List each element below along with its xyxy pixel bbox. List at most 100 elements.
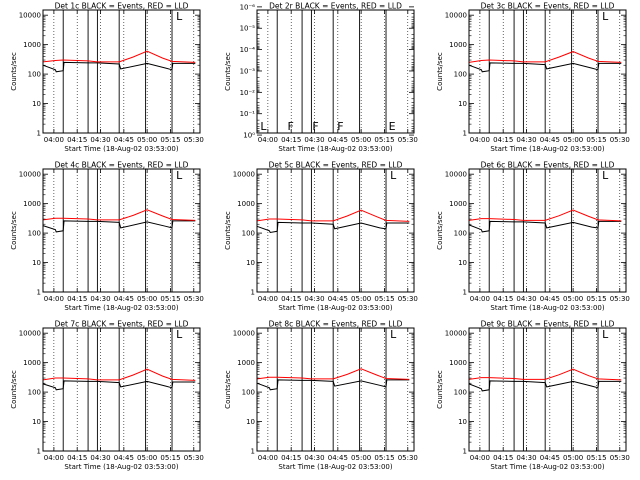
y-tick-label: 10000 bbox=[233, 330, 255, 338]
x-tick-label: 04:15 bbox=[281, 454, 301, 462]
y-tick-label: 10⁰ bbox=[243, 132, 255, 140]
x-tick-label: 05:00 bbox=[351, 454, 371, 462]
y-axis-label: Counts/sec bbox=[10, 211, 18, 250]
x-tick-label: 05:15 bbox=[160, 295, 180, 303]
x-tick-label: 05:00 bbox=[563, 454, 583, 462]
x-tick-label: 04:45 bbox=[540, 295, 560, 303]
x-tick-label: 05:30 bbox=[610, 295, 630, 303]
x-tick-label: 04:00 bbox=[470, 454, 490, 462]
events-series-line bbox=[42, 61, 196, 73]
y-tick-label: 10⁻¹ bbox=[240, 110, 256, 118]
annotation-letter: E bbox=[389, 120, 396, 133]
y-tick-label: 10000 bbox=[19, 171, 41, 179]
x-tick-label: 04:30 bbox=[516, 295, 536, 303]
y-tick-label: 1000 bbox=[449, 41, 467, 49]
plot-frame bbox=[468, 168, 627, 293]
y-tick-label: 10⁻² bbox=[240, 89, 256, 97]
plot-frame bbox=[256, 168, 415, 293]
x-axis-label: Start Time (18-Aug-02 03:53:00) bbox=[64, 304, 178, 312]
lld-series-line bbox=[42, 209, 196, 221]
x-axis-label: Start Time (18-Aug-02 03:53:00) bbox=[490, 304, 604, 312]
y-tick-label: 100 bbox=[242, 389, 255, 397]
annotation-letter: L bbox=[602, 169, 609, 182]
x-tick-label: 05:00 bbox=[351, 136, 371, 144]
y-tick-label: 1 bbox=[37, 130, 41, 138]
y-tick-label: 100 bbox=[28, 389, 41, 397]
x-tick-label: 04:15 bbox=[281, 136, 301, 144]
panel-title: Det 1c BLACK = Events, RED = LLD bbox=[55, 2, 189, 11]
y-tick-label: 10000 bbox=[233, 171, 255, 179]
x-tick-label: 05:30 bbox=[184, 136, 204, 144]
y-tick-label: 100 bbox=[454, 230, 467, 238]
panel-title: Det 6c BLACK = Events, RED = LLD bbox=[481, 161, 615, 170]
lld-series-line bbox=[256, 368, 410, 380]
events-series-line bbox=[468, 220, 622, 233]
y-axis-label: Counts/sec bbox=[224, 52, 232, 91]
x-tick-label: 04:30 bbox=[516, 454, 536, 462]
y-axis-label: Counts/sec bbox=[224, 211, 232, 250]
x-tick-label: 04:30 bbox=[90, 136, 110, 144]
lld-series-line bbox=[42, 368, 196, 381]
lld-series-line bbox=[42, 50, 196, 63]
y-tick-label: 10000 bbox=[19, 12, 41, 20]
y-tick-label: 1 bbox=[37, 289, 41, 297]
lld-series-line bbox=[468, 209, 622, 222]
x-tick-label: 05:30 bbox=[398, 136, 418, 144]
x-tick-label: 05:00 bbox=[351, 295, 371, 303]
plot-frame bbox=[468, 327, 627, 452]
x-tick-label: 04:00 bbox=[470, 136, 490, 144]
panel-title: Det 8c BLACK = Events, RED = LLD bbox=[269, 320, 403, 329]
y-tick-label: 100 bbox=[454, 71, 467, 79]
x-tick-label: 04:15 bbox=[493, 454, 513, 462]
annotation-letter: L bbox=[602, 10, 609, 23]
y-tick-label: 10⁻³ bbox=[240, 67, 256, 75]
x-tick-label: 04:15 bbox=[493, 136, 513, 144]
y-tick-label: 10000 bbox=[445, 330, 467, 338]
plot-frame bbox=[256, 9, 415, 134]
x-axis-label: Start Time (18-Aug-02 03:53:00) bbox=[278, 145, 392, 153]
y-tick-label: 10 bbox=[458, 100, 467, 108]
events-series-line bbox=[42, 220, 196, 233]
x-tick-label: 05:30 bbox=[610, 136, 630, 144]
plot-frame bbox=[468, 9, 627, 134]
y-tick-label: 10 bbox=[458, 259, 467, 267]
y-tick-label: 100 bbox=[28, 230, 41, 238]
y-tick-label: 1000 bbox=[237, 359, 255, 367]
annotation-letter: L bbox=[602, 328, 609, 341]
x-tick-label: 04:00 bbox=[44, 136, 64, 144]
x-tick-label: 04:00 bbox=[258, 295, 278, 303]
annotation-letter: L bbox=[176, 10, 183, 23]
y-axis-label: Counts/sec bbox=[10, 52, 18, 91]
y-tick-label: 10 bbox=[246, 259, 255, 267]
y-axis-label: Counts/sec bbox=[436, 211, 444, 250]
annotation-letter: F bbox=[288, 120, 294, 133]
y-tick-label: 1000 bbox=[23, 41, 41, 49]
y-tick-label: 1 bbox=[251, 448, 255, 456]
x-tick-label: 04:45 bbox=[540, 454, 560, 462]
lld-series-line bbox=[468, 51, 622, 63]
y-tick-label: 10000 bbox=[445, 12, 467, 20]
x-tick-label: 04:00 bbox=[44, 454, 64, 462]
events-series-line bbox=[256, 221, 410, 234]
plot-frame bbox=[256, 327, 415, 452]
x-tick-label: 04:45 bbox=[114, 454, 134, 462]
y-tick-label: 10 bbox=[32, 418, 41, 426]
y-tick-label: 10000 bbox=[19, 330, 41, 338]
y-tick-label: 1000 bbox=[449, 200, 467, 208]
y-axis-label: Counts/sec bbox=[10, 370, 18, 409]
panel-title: Det 9c BLACK = Events, RED = LLD bbox=[481, 320, 615, 329]
y-tick-label: 100 bbox=[454, 389, 467, 397]
annotation-letter: L bbox=[390, 328, 397, 341]
plot-frame bbox=[42, 327, 201, 452]
x-tick-label: 04:15 bbox=[67, 136, 87, 144]
x-tick-label: 04:30 bbox=[304, 295, 324, 303]
x-tick-label: 05:15 bbox=[374, 136, 394, 144]
x-tick-label: 05:30 bbox=[398, 454, 418, 462]
y-tick-label: 1 bbox=[463, 448, 467, 456]
x-tick-label: 04:30 bbox=[90, 295, 110, 303]
y-tick-label: 10⁻⁴ bbox=[240, 46, 256, 54]
annotation-letter: F bbox=[312, 120, 318, 133]
